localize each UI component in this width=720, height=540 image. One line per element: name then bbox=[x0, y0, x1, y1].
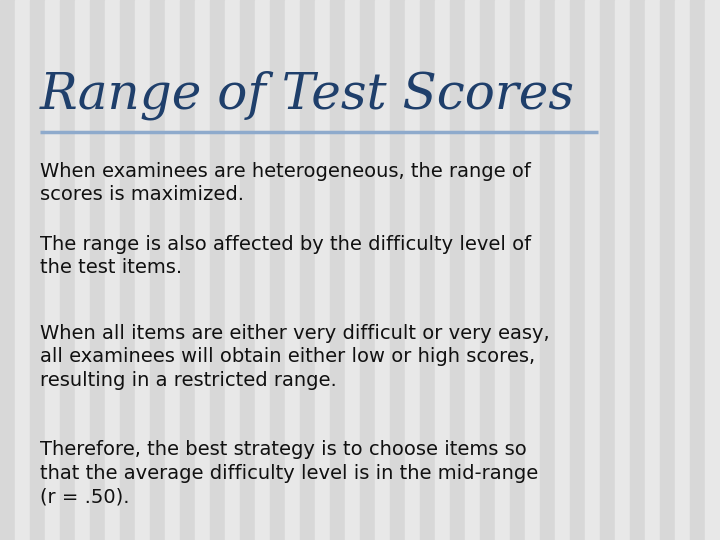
Bar bbox=[150, 0, 165, 540]
Bar bbox=[420, 0, 435, 540]
Bar bbox=[585, 0, 600, 540]
Bar bbox=[675, 0, 690, 540]
Bar bbox=[645, 0, 660, 540]
Bar bbox=[555, 0, 570, 540]
Bar bbox=[60, 0, 75, 540]
Text: Range of Test Scores: Range of Test Scores bbox=[40, 70, 575, 120]
Bar bbox=[495, 0, 510, 540]
Bar bbox=[540, 0, 555, 540]
Bar bbox=[285, 0, 300, 540]
Bar bbox=[615, 0, 630, 540]
Bar bbox=[300, 0, 315, 540]
Text: Therefore, the best strategy is to choose items so
that the average difficulty l: Therefore, the best strategy is to choos… bbox=[40, 440, 538, 506]
Bar bbox=[75, 0, 90, 540]
Bar bbox=[600, 0, 615, 540]
Bar bbox=[195, 0, 210, 540]
Bar bbox=[660, 0, 675, 540]
Bar bbox=[180, 0, 195, 540]
Text: When all items are either very difficult or very easy,
all examinees will obtain: When all items are either very difficult… bbox=[40, 324, 549, 390]
Bar bbox=[690, 0, 705, 540]
Bar bbox=[405, 0, 420, 540]
Bar bbox=[360, 0, 375, 540]
Bar bbox=[705, 0, 720, 540]
Bar bbox=[375, 0, 390, 540]
Bar bbox=[30, 0, 45, 540]
Bar bbox=[630, 0, 645, 540]
Bar bbox=[0, 0, 15, 540]
Bar bbox=[255, 0, 270, 540]
Bar bbox=[240, 0, 255, 540]
Bar bbox=[120, 0, 135, 540]
Bar bbox=[45, 0, 60, 540]
Text: When examinees are heterogeneous, the range of
scores is maximized.: When examinees are heterogeneous, the ra… bbox=[40, 162, 531, 205]
Bar bbox=[315, 0, 330, 540]
Bar bbox=[435, 0, 450, 540]
Bar bbox=[90, 0, 105, 540]
Bar bbox=[345, 0, 360, 540]
Bar bbox=[330, 0, 345, 540]
Bar bbox=[15, 0, 30, 540]
Bar bbox=[105, 0, 120, 540]
Bar bbox=[165, 0, 180, 540]
Bar bbox=[465, 0, 480, 540]
Bar bbox=[390, 0, 405, 540]
Bar bbox=[210, 0, 225, 540]
Bar bbox=[270, 0, 285, 540]
Bar bbox=[510, 0, 525, 540]
Bar bbox=[135, 0, 150, 540]
Bar bbox=[450, 0, 465, 540]
Text: The range is also affected by the difficulty level of
the test items.: The range is also affected by the diffic… bbox=[40, 235, 531, 278]
Bar bbox=[480, 0, 495, 540]
Bar bbox=[225, 0, 240, 540]
Bar bbox=[570, 0, 585, 540]
Bar bbox=[525, 0, 540, 540]
